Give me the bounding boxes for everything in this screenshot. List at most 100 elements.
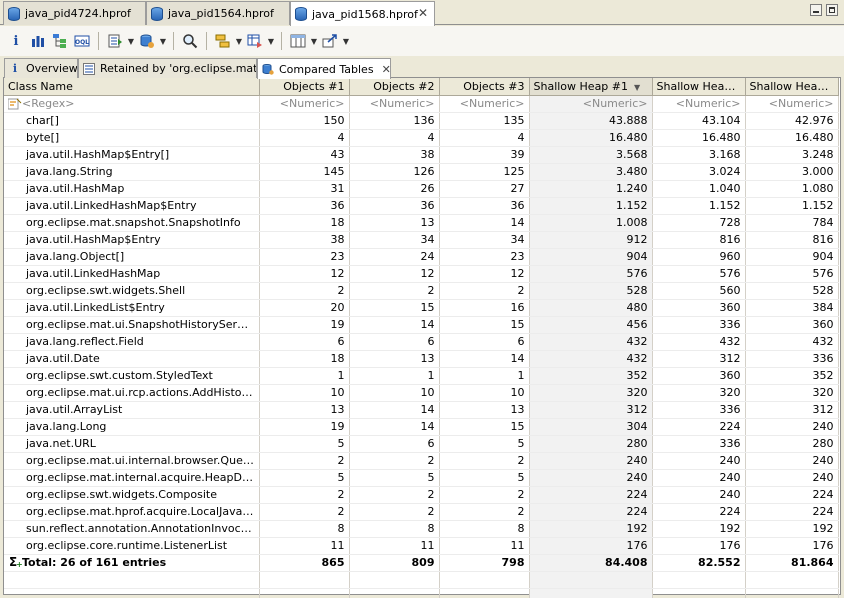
table-row[interactable]: org.eclipse.swt.widgets.Composite 2 2 2 224 2… (4, 486, 839, 504)
oql-icon[interactable]: OQL (72, 31, 92, 51)
table-row[interactable]: java.util.HashMap$Entry[] 43 38 39 3.568 3.16… (4, 146, 839, 164)
table-row[interactable]: java.lang.Object[] 23 24 23 904 960 904 (4, 248, 839, 266)
column-header-class-name[interactable]: Class Name (4, 78, 260, 96)
view-tab-bar: i Overview Retained by 'org.eclipse.mat.… (3, 58, 841, 79)
chevron-down-icon[interactable]: ▼ (267, 36, 275, 46)
table-row[interactable]: java.util.HashMap 31 26 27 1.240 1.040 1.080 (4, 180, 839, 198)
cell-shallow-heap-2: 224 (652, 418, 746, 436)
table-row[interactable]: org.eclipse.mat.ui.internal.browser.Quer… (4, 452, 839, 470)
close-icon[interactable]: ✕ (417, 6, 428, 20)
minimize-button[interactable] (810, 4, 822, 16)
numeric-filter-input[interactable]: <Numeric> (349, 95, 440, 113)
cell-objects-3: 13 (439, 401, 530, 419)
maximize-button[interactable] (826, 4, 838, 16)
tab-compared-tables[interactable]: Compared Tables ✕ (257, 58, 391, 79)
tab-retained-by[interactable]: Retained by 'org.eclipse.mat.*' (78, 58, 257, 78)
column-header-shallow-heap-1[interactable]: Shallow Heap #1 ▼ (529, 78, 653, 96)
table-row[interactable]: sun.reflect.annotation.AnnotationInvocat… (4, 520, 839, 538)
cell-shallow-heap-2: 336 (652, 401, 746, 419)
column-header-shallow-heap-3[interactable]: Shallow Heap #3 (745, 78, 839, 96)
chevron-down-icon[interactable]: ▼ (342, 36, 350, 46)
cell-shallow-heap-3: 240 (745, 418, 839, 436)
column-header-objects-1[interactable]: Objects #1 (259, 78, 350, 96)
table-row[interactable]: org.eclipse.mat.hprof.acquire.LocalJavaP… (4, 503, 839, 521)
info-icon[interactable]: i (13, 33, 19, 49)
editor-tab-pid1568[interactable]: java_pid1568.hprof ✕ (290, 1, 435, 26)
table-row[interactable]: java.util.LinkedHashMap$Entry 36 36 36 1.152… (4, 197, 839, 215)
column-header-shallow-heap-2[interactable]: Shallow Heap #2 (652, 78, 746, 96)
table-row[interactable]: org.eclipse.swt.custom.StyledText 1 1 1 352 3… (4, 367, 839, 385)
svg-text:OQL: OQL (75, 39, 89, 46)
cell-objects-1: 31 (259, 180, 350, 198)
regex-filter-input[interactable]: <Regex> (22, 97, 75, 110)
cell-objects-3: 1 (439, 367, 530, 385)
cell-shallow-heap-2: 336 (652, 435, 746, 453)
cell-shallow-heap-1: 904 (529, 248, 653, 266)
table-row[interactable]: org.eclipse.mat.ui.rcp.actions.AddHistor… (4, 384, 839, 402)
numeric-filter-input[interactable]: <Numeric> (652, 95, 746, 113)
cell-shallow-heap-1: 176 (529, 537, 653, 555)
table-row[interactable]: java.util.Date 18 13 14 432 312 336 (4, 350, 839, 368)
cell-objects-2: 36 (349, 197, 440, 215)
total-row: Σ + Total: 26 of 161 entries 865 809 798 84.40… (4, 554, 839, 572)
table-row[interactable]: char[] 150 136 135 43.888 43.104 42.976 (4, 112, 839, 130)
table-row[interactable]: org.eclipse.swt.widgets.Shell 2 2 2 528 560 52… (4, 282, 839, 300)
heap-dump-icon (151, 6, 163, 21)
dominator-tree-icon[interactable] (50, 31, 70, 51)
editor-tab-pid4724[interactable]: java_pid4724.hprof (3, 1, 146, 25)
table-row[interactable]: java.lang.reflect.Field 6 6 6 432 432 432 (4, 333, 839, 351)
cell-class-name: org.eclipse.mat.internal.acquire.HeapDum… (4, 469, 260, 487)
cell-class-name: java.util.HashMap$Entry (4, 231, 260, 249)
cell-shallow-heap-3: 312 (745, 401, 839, 419)
cell-shallow-heap-2: 360 (652, 367, 746, 385)
cell-objects-1: 2 (259, 486, 350, 504)
cell-shallow-heap-2: 240 (652, 469, 746, 487)
chevron-down-icon[interactable]: ▼ (235, 36, 243, 46)
column-header-objects-3[interactable]: Objects #3 (439, 78, 530, 96)
group-by-icon[interactable] (213, 31, 233, 51)
table-row[interactable]: java.util.LinkedHashMap 12 12 12 576 576 576 (4, 265, 839, 283)
chevron-down-icon[interactable]: ▼ (127, 36, 135, 46)
numeric-filter-input[interactable]: <Numeric> (529, 95, 653, 113)
calculate-retained-icon[interactable] (245, 31, 265, 51)
table-row[interactable]: java.util.HashMap$Entry 38 34 34 912 816 816 (4, 231, 839, 249)
numeric-filter-input[interactable]: <Numeric> (259, 95, 350, 113)
chevron-down-icon[interactable]: ▼ (310, 36, 318, 46)
column-header-objects-2[interactable]: Objects #2 (349, 78, 440, 96)
table-row[interactable]: org.eclipse.mat.ui.SnapshotHistoryServic… (4, 316, 839, 334)
columns-icon[interactable] (288, 31, 308, 51)
cell-objects-2: 5 (349, 469, 440, 487)
table-row[interactable]: java.lang.String 145 126 125 3.480 3.024 3.000 (4, 163, 839, 181)
regex-filter-cell[interactable]: <Regex> (4, 95, 260, 113)
table-row[interactable]: java.net.URL 5 6 5 280 336 280 (4, 435, 839, 453)
cell-shallow-heap-1: 456 (529, 316, 653, 334)
search-icon[interactable] (180, 31, 200, 51)
tab-overview[interactable]: i Overview (4, 58, 78, 78)
cell-shallow-heap-3: 240 (745, 469, 839, 487)
cell-objects-2: 26 (349, 180, 440, 198)
table-row[interactable]: java.util.ArrayList 13 14 13 312 336 312 (4, 401, 839, 419)
numeric-filter-input[interactable]: <Numeric> (439, 95, 530, 113)
histogram-icon[interactable] (28, 31, 48, 51)
cell-shallow-heap-3: 816 (745, 231, 839, 249)
cell-objects-3: 4 (439, 129, 530, 147)
numeric-filter-input[interactable]: <Numeric> (745, 95, 839, 113)
chevron-down-icon[interactable]: ▼ (159, 36, 167, 46)
run-report-icon[interactable] (105, 31, 125, 51)
cell-shallow-heap-1: 480 (529, 299, 653, 317)
export-icon[interactable] (320, 31, 340, 51)
heap-dump-actions-icon[interactable] (137, 31, 157, 51)
table-row[interactable]: org.eclipse.mat.snapshot.SnapshotInfo 18 1… (4, 214, 839, 232)
editor-tab-pid1564[interactable]: java_pid1564.hprof (146, 1, 290, 25)
cell-objects-1: 18 (259, 214, 350, 232)
cell-shallow-heap-2: 1.040 (652, 180, 746, 198)
table-row[interactable]: org.eclipse.core.runtime.ListenerList 11 1… (4, 537, 839, 555)
sum-icon: Σ (9, 554, 18, 569)
table-row[interactable]: java.util.LinkedList$Entry 20 15 16 480 360 38… (4, 299, 839, 317)
table-row[interactable]: java.lang.Long 19 14 15 304 224 240 (4, 418, 839, 436)
cell-objects-2: 38 (349, 146, 440, 164)
close-icon[interactable]: ✕ (381, 62, 391, 76)
table-row[interactable]: org.eclipse.mat.internal.acquire.HeapDum… (4, 469, 839, 487)
table-row[interactable]: byte[] 4 4 4 16.480 16.480 16.480 (4, 129, 839, 147)
cell-shallow-heap-1: 576 (529, 265, 653, 283)
